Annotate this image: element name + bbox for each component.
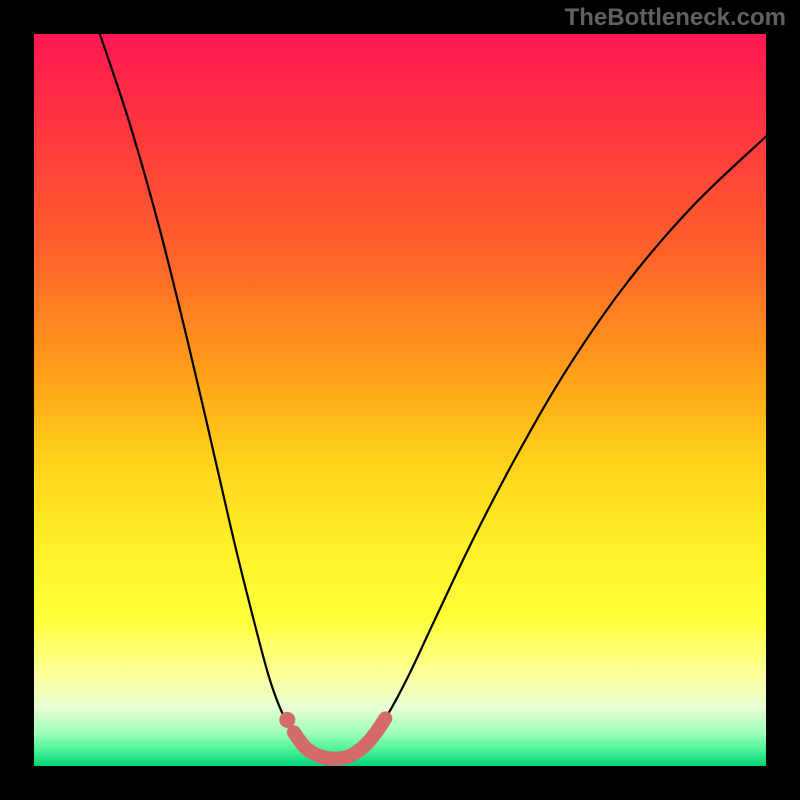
highlight-dot bbox=[279, 712, 295, 728]
bottleneck-chart-svg bbox=[0, 0, 800, 800]
chart-stage: TheBottleneck.com bbox=[0, 0, 800, 800]
watermark-text: TheBottleneck.com bbox=[565, 4, 786, 32]
